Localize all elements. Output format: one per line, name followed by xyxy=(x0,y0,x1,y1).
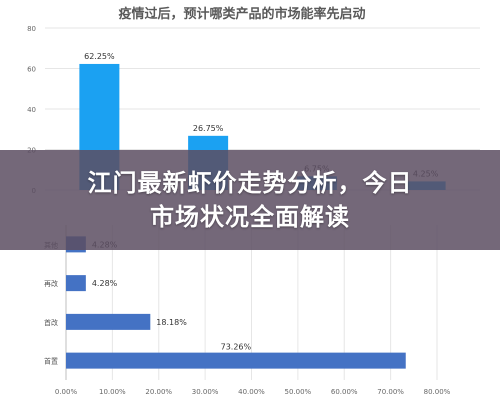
bottom-x-tick-label: 10.00% xyxy=(99,388,126,396)
bottom-x-tick-label: 80.00% xyxy=(424,388,451,396)
bottom-x-tick-label: 50.00% xyxy=(285,388,312,396)
bottom-x-tick-label: 70.00% xyxy=(377,388,404,396)
bottom-category-label: 首置 xyxy=(44,357,58,366)
bottom-bar-data-label: 73.26% xyxy=(221,343,252,352)
bottom-bar-data-label: 4.28% xyxy=(92,279,118,288)
top-bar-data-label: 26.75% xyxy=(193,124,224,133)
top-y-tick-label: 40 xyxy=(27,106,36,114)
top-bar-data-label: 62.25% xyxy=(84,52,115,61)
bottom-x-tick-label: 20.00% xyxy=(145,388,172,396)
bottom-chart: 0.00% 10.00% 20.00% 30.00% 40.00% 50.00% 60.00… xyxy=(44,225,451,396)
bottom-category-label: 首改 xyxy=(44,318,58,327)
bottom-x-tick-label: 60.00% xyxy=(331,388,358,396)
title-banner: 江门最新虾价走势分析，今日 市场状况全面解读 xyxy=(0,150,500,250)
bottom-category-label: 再改 xyxy=(44,279,58,288)
banner-title-line-1: 江门最新虾价走势分析，今日 xyxy=(87,169,413,197)
top-chart-title: 疫情过后，预计哪类产品的市场能率先启动 xyxy=(118,6,365,22)
top-y-tick-label: 80 xyxy=(27,25,36,33)
bottom-bar xyxy=(66,275,86,292)
bottom-bar xyxy=(66,352,406,369)
banner-title-line-2: 市场状况全面解读 xyxy=(150,203,350,231)
bottom-x-tick-label: 30.00% xyxy=(192,388,219,396)
bottom-x-tick-label: 40.00% xyxy=(238,388,265,396)
bottom-bar xyxy=(66,313,151,330)
bottom-bar-data-label: 18.18% xyxy=(156,318,187,327)
top-y-tick-label: 60 xyxy=(27,66,36,74)
bottom-x-tick-label: 0.00% xyxy=(55,388,78,396)
